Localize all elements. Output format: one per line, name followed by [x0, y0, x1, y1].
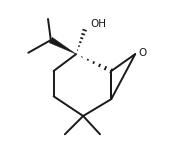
Polygon shape	[49, 37, 76, 54]
Text: OH: OH	[90, 19, 106, 29]
Text: O: O	[139, 48, 147, 58]
